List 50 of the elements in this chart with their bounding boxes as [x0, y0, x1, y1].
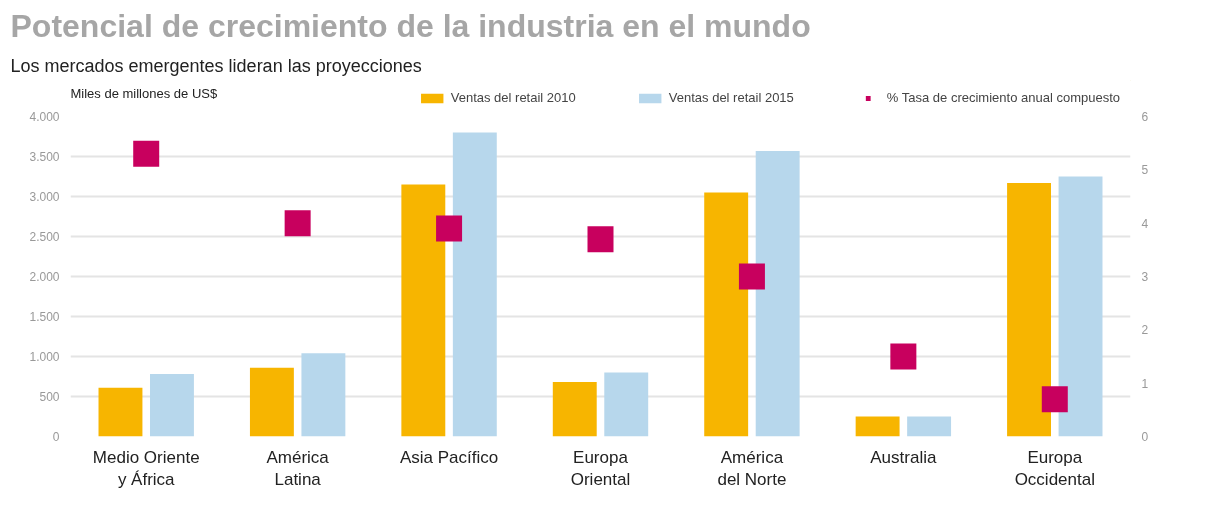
- y2-tick-label: 5: [1141, 163, 1149, 178]
- point: [890, 343, 917, 370]
- x-tick-label: América del Norte: [717, 447, 787, 490]
- bar: [150, 374, 194, 437]
- y-tick-label: 2.500: [29, 230, 60, 244]
- y2-tick-label: 3: [1141, 270, 1149, 284]
- y-tick-label: 3.500: [29, 150, 60, 164]
- point: [284, 210, 311, 237]
- bar: [249, 367, 294, 437]
- y-tick-label: 2.000: [29, 270, 60, 284]
- y2-tick-label: 4: [1141, 216, 1149, 231]
- bar: [704, 192, 749, 437]
- legend-label: Ventas del retail 2015: [668, 90, 794, 105]
- bar: [552, 382, 597, 437]
- y-tick-label: 500: [39, 390, 60, 404]
- y-tick-label: 0: [52, 430, 60, 444]
- chart-title: Potencial de crecimiento de la industria en el mundo: [10, 7, 811, 44]
- bar: [301, 353, 346, 437]
- y-tick-label: 4.000: [29, 110, 60, 124]
- legend-label: Ventas del retail 2010: [450, 90, 576, 105]
- point: [436, 215, 463, 242]
- bar: [401, 184, 446, 437]
- y-tick-label: 1.500: [29, 310, 60, 324]
- bar: [1007, 182, 1051, 437]
- bar: [98, 387, 143, 437]
- y2-tick-label: 0: [1141, 430, 1149, 444]
- x-tick-label: Medio Oriente y África: [92, 447, 200, 490]
- point: [133, 140, 160, 167]
- bar: [755, 150, 800, 437]
- y-tick-label: 3.000: [29, 190, 60, 204]
- x-tick-label: Europa Oriental: [570, 447, 631, 490]
- point: [738, 263, 765, 290]
- y2-tick-label: 6: [1141, 110, 1149, 124]
- x-tick-label: Europa Occidental: [1014, 447, 1095, 490]
- bar: [1058, 176, 1103, 437]
- point: [1041, 386, 1068, 413]
- chart-subtitle: Los mercados emergentes lideran las proyecciones: [10, 55, 422, 76]
- point: [587, 226, 614, 253]
- bar: [855, 416, 900, 437]
- bar: [452, 132, 497, 437]
- bar: [907, 416, 952, 437]
- bar: [604, 372, 649, 437]
- x-tick-label: Australia: [870, 447, 937, 467]
- y-axis-title: Miles de millones de US$: [70, 86, 218, 101]
- x-tick-label: Asia Pacífico: [399, 447, 499, 467]
- y-tick-label: 1.000: [29, 350, 60, 364]
- x-tick-label: América Latina: [266, 447, 330, 490]
- y2-tick-label: 2: [1141, 323, 1149, 338]
- y2-tick-label: 1: [1141, 376, 1149, 391]
- legend-label: % Tasa de crecimiento anual compuesto: [886, 90, 1120, 105]
